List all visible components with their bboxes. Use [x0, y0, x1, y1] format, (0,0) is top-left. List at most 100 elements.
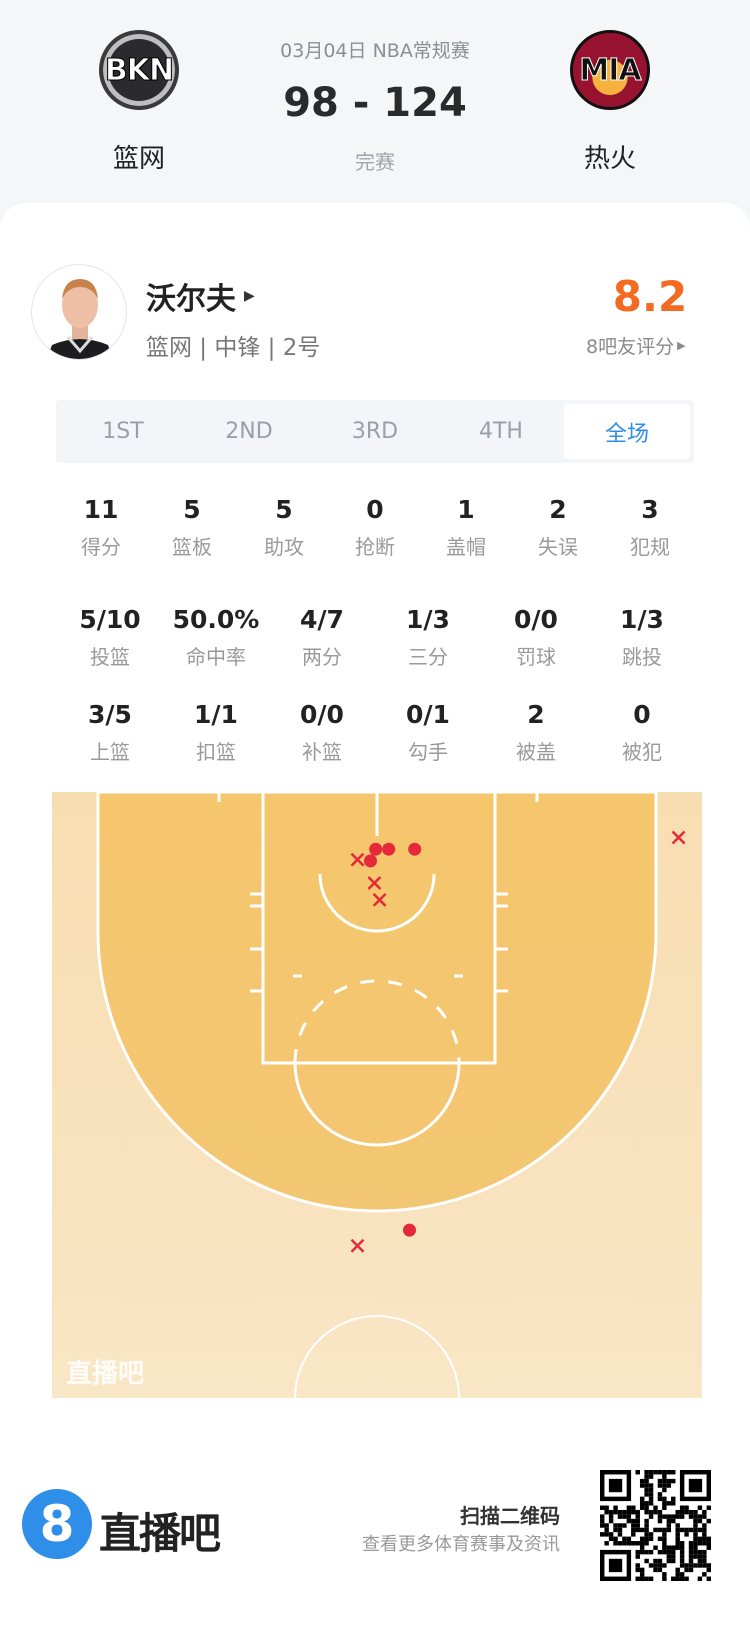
- away-team-logo[interactable]: MIA: [570, 30, 650, 110]
- stat-value: 5/10: [79, 605, 141, 634]
- stat-stats-row2: 5/10 投篮: [60, 603, 160, 670]
- stat-value: 5: [275, 495, 293, 524]
- qr-title: 扫描二维码: [460, 1504, 560, 1528]
- brand-logo-icon: 8: [22, 1489, 92, 1559]
- player-name: 沃尔夫: [146, 282, 236, 317]
- lane-ticks: [250, 892, 508, 993]
- stat-stats-row1: 5 篮板: [142, 493, 242, 560]
- stat-value: 0/1: [406, 700, 450, 729]
- made-shot: [369, 842, 383, 856]
- stat-label: 被盖: [516, 740, 556, 764]
- stat-stats-row3: 0/0 补篮: [272, 698, 372, 765]
- stat-stats-row1: 1 盖帽: [416, 493, 516, 560]
- stat-label: 罚球: [516, 645, 556, 669]
- match-score: 98 - 124: [283, 80, 467, 126]
- stat-label: 投篮: [90, 645, 130, 669]
- restricted-area: [318, 873, 436, 933]
- stat-stats-row3: 2 被盖: [486, 698, 586, 765]
- stat-value: 4/7: [300, 605, 344, 634]
- stat-label: 上篮: [90, 740, 130, 764]
- stat-label: 两分: [302, 645, 342, 669]
- stat-value: 2: [527, 700, 545, 729]
- stat-label: 失误: [538, 535, 578, 559]
- match-status: 完赛: [355, 150, 395, 174]
- stat-stats-row1: 2 失误: [508, 493, 608, 560]
- stat-value: 0/0: [300, 700, 344, 729]
- stat-label: 命中率: [186, 645, 246, 669]
- watermark: 直播吧: [66, 1359, 144, 1389]
- home-team-abbr: BKN: [104, 52, 174, 88]
- stat-label: 抢断: [355, 535, 395, 559]
- stat-label: 三分: [408, 645, 448, 669]
- stat-stats-row1: 3 犯规: [600, 493, 700, 560]
- stat-value: 1/3: [620, 605, 664, 634]
- missed-shot: [350, 852, 365, 867]
- tab-3rd[interactable]: 3RD: [351, 419, 399, 444]
- caret-right-icon: ▶: [244, 288, 255, 304]
- stat-stats-row1: 0 抢断: [325, 493, 425, 560]
- stat-label: 盖帽: [446, 535, 486, 559]
- period-tabs: 1ST 2ND 3RD 4TH 全场: [56, 400, 694, 463]
- stat-stats-row1: 11 得分: [51, 493, 151, 560]
- stat-value: 0/0: [514, 605, 558, 634]
- stat-label: 补篮: [302, 740, 342, 764]
- tab-4th[interactable]: 4TH: [479, 419, 523, 444]
- made-shot: [382, 842, 396, 856]
- three-point-line: [96, 792, 658, 1213]
- missed-shot: [671, 830, 686, 845]
- qr-code[interactable]: [600, 1470, 711, 1581]
- stat-label: 得分: [81, 535, 121, 559]
- stat-stats-row3: 0 被犯: [592, 698, 692, 765]
- paint-lane: [261, 792, 497, 1065]
- stat-stats-row2: 1/3 跳投: [592, 603, 692, 670]
- stat-value: 0: [366, 495, 384, 524]
- stat-label: 勾手: [408, 740, 448, 764]
- missed-shot: [350, 1238, 365, 1253]
- made-shot: [403, 1223, 416, 1237]
- stat-label: 被犯: [622, 740, 662, 764]
- made-shot: [364, 854, 377, 868]
- player-meta: 篮网 | 中锋 | 2号: [146, 335, 321, 361]
- stat-stats-row2: 50.0% 命中率: [166, 603, 266, 670]
- match-date-league: 03月04日 NBA常规赛: [280, 40, 470, 62]
- stat-value: 2: [549, 495, 567, 524]
- stat-stats-row3: 3/5 上篮: [60, 698, 160, 765]
- tab-1st[interactable]: 1ST: [102, 419, 144, 444]
- player-avatar[interactable]: [31, 264, 127, 360]
- stat-stats-row1: 5 助攻: [234, 493, 334, 560]
- player-name-link[interactable]: 沃尔夫 ▶: [146, 274, 255, 318]
- center-circle: [294, 1315, 460, 1398]
- brand-name: 直播吧: [99, 1509, 221, 1558]
- free-throw-circle-bottom: [293, 1062, 461, 1147]
- stat-value: 1/1: [194, 700, 238, 729]
- home-team-name[interactable]: 篮网: [112, 144, 165, 174]
- stat-label: 跳投: [622, 645, 662, 669]
- stat-stats-row2: 0/0 罚球: [486, 603, 586, 670]
- qr-subtitle: 查看更多体育赛事及资讯: [362, 1534, 560, 1555]
- fan-rating-label: 8吧友评分: [586, 336, 675, 358]
- player-rating: 8.2: [612, 272, 688, 321]
- stat-stats-row2: 1/3 三分: [378, 603, 478, 670]
- stat-value: 5: [183, 495, 201, 524]
- stat-stats-row3: 1/1 扣篮: [166, 698, 266, 765]
- made-shot: [408, 842, 422, 856]
- stat-stats-row3: 0/1 勾手: [378, 698, 478, 765]
- missed-shot: [367, 876, 382, 890]
- away-team-name[interactable]: 热火: [583, 144, 636, 174]
- tab-full-game[interactable]: 全场: [564, 404, 690, 459]
- stat-stats-row2: 4/7 两分: [272, 603, 372, 670]
- away-team-abbr: MIA: [579, 52, 642, 88]
- player-photo-icon: [46, 279, 114, 359]
- stat-value: 3: [641, 495, 659, 524]
- stat-label: 助攻: [264, 535, 304, 559]
- stat-value: 1/3: [406, 605, 450, 634]
- tab-2nd[interactable]: 2ND: [225, 419, 273, 444]
- stat-value: 3/5: [88, 700, 132, 729]
- stat-value: 50.0%: [172, 605, 260, 634]
- stat-label: 犯规: [630, 535, 670, 559]
- fan-rating-link[interactable]: 8吧友评分 ▶: [586, 332, 686, 359]
- stat-value: 0: [633, 700, 651, 729]
- stat-value: 11: [83, 495, 119, 524]
- home-team-logo[interactable]: BKN: [99, 30, 179, 110]
- shot-chart: 直播吧: [52, 792, 702, 1398]
